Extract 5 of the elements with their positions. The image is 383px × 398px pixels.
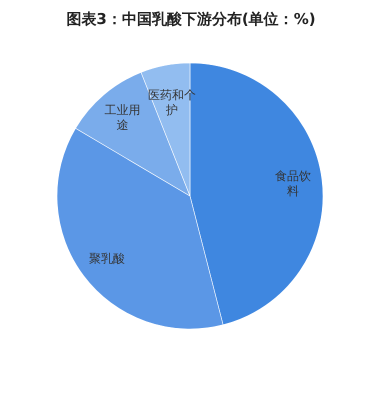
slice-label: 工业用途: [104, 103, 141, 132]
chart-title: 图表3：中国乳酸下游分布(单位：%): [66, 10, 316, 28]
slice-label: 食品饮料: [274, 169, 311, 198]
slice-label: 医药和个护: [148, 88, 196, 117]
slice-label: 聚乳酸: [89, 251, 126, 266]
